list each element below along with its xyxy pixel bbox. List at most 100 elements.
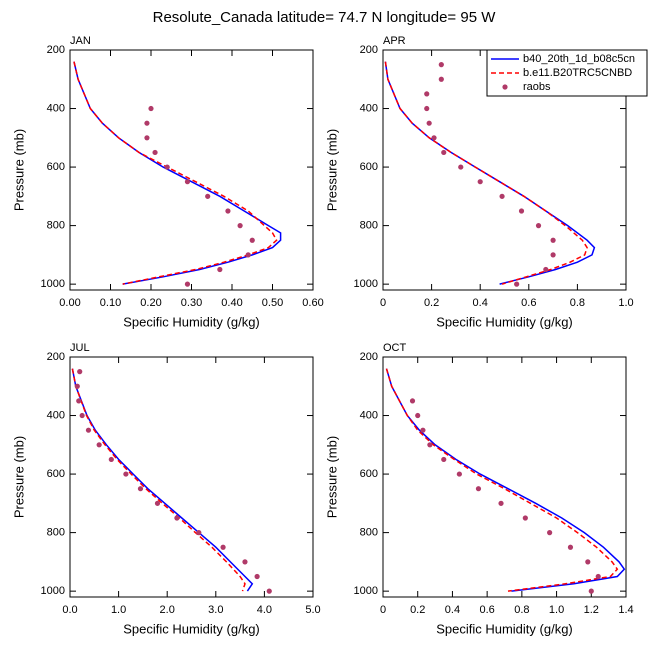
x-tick-label: 0.2 (424, 297, 439, 309)
y-tick-label: 800 (360, 220, 378, 232)
raob-point (79, 412, 85, 419)
raob-point (415, 412, 421, 419)
y-tick-label: 200 (47, 44, 65, 56)
raob-point (225, 208, 231, 214)
raob-point (475, 486, 482, 492)
raob-point (409, 398, 416, 404)
raob-point (514, 281, 520, 287)
model-line (73, 61, 278, 285)
raob-point (567, 544, 574, 550)
x-tick-label: 0.40 (221, 297, 242, 309)
raob-point (441, 456, 447, 463)
raob-point (420, 427, 426, 433)
y-tick-label: 1000 (41, 278, 65, 290)
y-tick-label: 1000 (41, 585, 65, 597)
raob-point (148, 105, 154, 112)
model-line (71, 368, 246, 592)
y-tick-label: 600 (47, 468, 65, 480)
x-axis-label: Specific Humidity (g/kg) (123, 314, 260, 329)
raob-point (431, 135, 437, 141)
model-line (73, 61, 282, 285)
raob-point (254, 573, 260, 580)
y-tick-label: 1000 (354, 278, 378, 290)
x-tick-label: 0 (380, 297, 386, 309)
y-tick-label: 400 (360, 409, 378, 421)
raob-point (550, 237, 556, 243)
raob-point (595, 573, 601, 580)
y-axis-label: Pressure (mb) (11, 436, 26, 518)
x-tick-label: 0.20 (140, 297, 161, 309)
raob-point (249, 237, 255, 243)
panel-title: APR (383, 35, 406, 47)
raob-point (438, 76, 444, 82)
raob-point (74, 383, 80, 389)
x-tick-label: 0.10 (100, 297, 121, 309)
model-line (385, 368, 626, 592)
x-tick-label: 1.0 (618, 297, 633, 309)
y-tick-label: 800 (360, 527, 378, 539)
y-axis-label: Pressure (mb) (324, 436, 339, 518)
raob-point (424, 105, 430, 112)
legend-marker (502, 84, 508, 90)
raob-point (245, 252, 251, 258)
y-tick-label: 600 (360, 161, 378, 173)
y-tick-label: 400 (47, 102, 65, 114)
x-axis-label: Specific Humidity (g/kg) (436, 314, 573, 329)
raob-point (427, 442, 433, 448)
raob-point (77, 369, 83, 375)
y-tick-label: 600 (360, 468, 378, 480)
model-line (71, 368, 254, 592)
x-tick-label: 1.2 (584, 604, 599, 616)
x-tick-label: 0.8 (514, 604, 529, 616)
raob-point (108, 456, 114, 463)
raob-point (217, 266, 223, 273)
x-tick-label: 0.8 (570, 297, 585, 309)
plot-frame (69, 49, 314, 291)
raob-point (152, 149, 158, 156)
raob-point (438, 62, 444, 68)
raob-point (154, 500, 161, 506)
raob-point (547, 530, 553, 536)
legend-label: b.e11.B20TRC5CNBD (523, 67, 632, 79)
raob-point (424, 91, 430, 97)
x-tick-label: 1.0 (549, 604, 564, 616)
raob-point (518, 208, 525, 214)
raob-point (137, 486, 144, 492)
raob-point (184, 179, 191, 185)
y-tick-label: 400 (47, 409, 65, 421)
raob-point (477, 179, 483, 185)
raob-point (535, 223, 542, 229)
x-tick-label: 0.50 (262, 297, 283, 309)
x-tick-label: 0.2 (410, 604, 425, 616)
model-line (384, 61, 588, 285)
raob-point (266, 588, 272, 594)
raob-point (196, 530, 202, 536)
x-tick-label: 0.6 (479, 604, 494, 616)
panel-title: JAN (70, 35, 91, 47)
x-tick-label: 0.60 (302, 297, 323, 309)
x-tick-label: 0.30 (181, 297, 202, 309)
raob-point (123, 471, 129, 477)
legend-box (486, 49, 648, 97)
raob-point (543, 266, 549, 273)
model-line (385, 368, 619, 592)
x-tick-label: 3.0 (208, 604, 223, 616)
raob-point (174, 515, 180, 521)
raob-point (144, 135, 150, 141)
x-tick-label: 0.0 (62, 604, 77, 616)
raob-point (588, 588, 594, 594)
y-axis-label: Pressure (mb) (11, 129, 26, 211)
raob-point (498, 500, 504, 506)
x-tick-label: 0.00 (59, 297, 80, 309)
x-tick-label: 0 (380, 604, 386, 616)
y-axis-label: Pressure (mb) (324, 129, 339, 211)
y-tick-label: 600 (47, 161, 65, 173)
raob-point (242, 559, 248, 565)
y-tick-label: 1000 (354, 585, 378, 597)
raob-point (426, 120, 432, 126)
raob-point (550, 252, 556, 258)
x-tick-label: 0.4 (445, 604, 460, 616)
x-tick-label: 2.0 (160, 604, 175, 616)
plot-frame (382, 356, 627, 598)
